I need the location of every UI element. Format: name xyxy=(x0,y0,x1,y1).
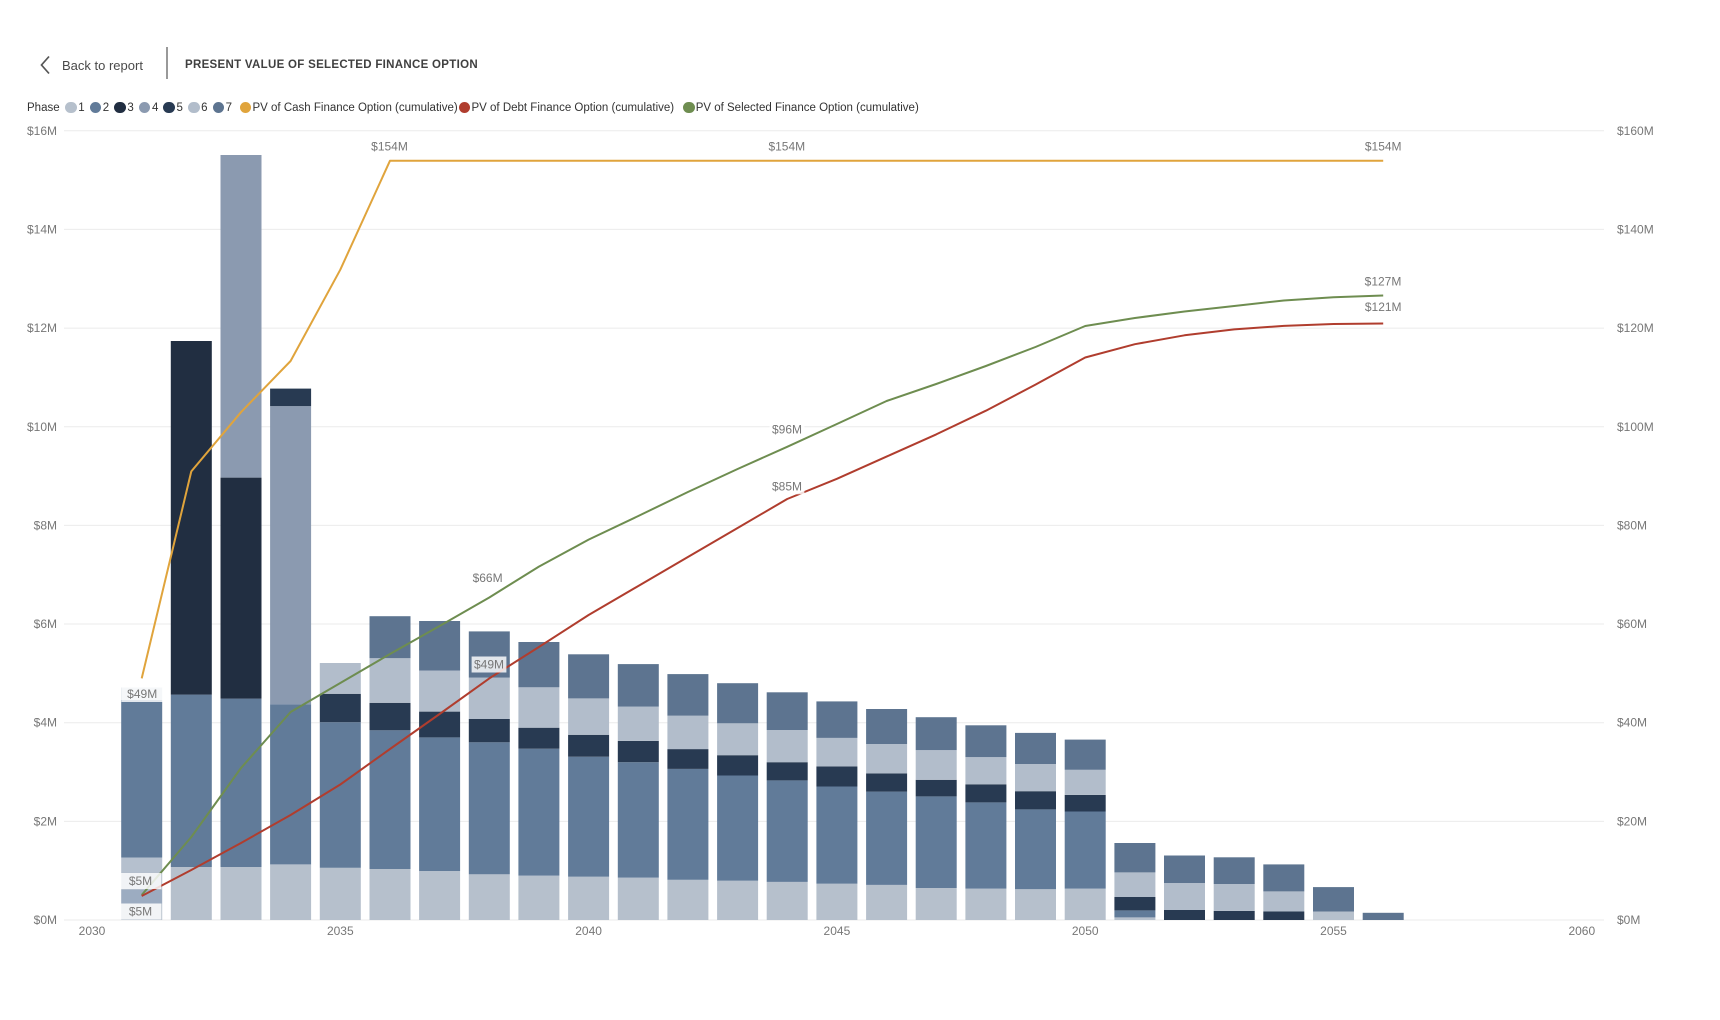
svg-text:$20M: $20M xyxy=(1617,814,1647,828)
svg-text:2030: 2030 xyxy=(79,924,106,938)
svg-text:$160M: $160M xyxy=(1617,124,1654,138)
svg-text:$14M: $14M xyxy=(27,222,57,236)
svg-text:$0M: $0M xyxy=(1617,913,1640,927)
svg-text:$154M: $154M xyxy=(371,140,408,154)
svg-text:$80M: $80M xyxy=(1617,518,1647,532)
svg-text:$154M: $154M xyxy=(1365,140,1402,154)
svg-text:2055: 2055 xyxy=(1320,924,1347,938)
svg-text:$4M: $4M xyxy=(34,716,57,730)
svg-text:2035: 2035 xyxy=(327,924,354,938)
svg-text:$8M: $8M xyxy=(34,518,57,532)
svg-text:$5M: $5M xyxy=(129,874,152,888)
svg-text:$120M: $120M xyxy=(1617,321,1654,335)
svg-text:$12M: $12M xyxy=(27,321,57,335)
svg-text:$16M: $16M xyxy=(27,124,57,138)
svg-text:$6M: $6M xyxy=(34,617,57,631)
svg-text:$154M: $154M xyxy=(768,140,805,154)
svg-text:$40M: $40M xyxy=(1617,716,1647,730)
svg-text:$96M: $96M xyxy=(772,423,802,437)
svg-text:$140M: $140M xyxy=(1617,222,1654,236)
svg-text:$0M: $0M xyxy=(34,913,57,927)
svg-text:2050: 2050 xyxy=(1072,924,1099,938)
svg-text:2060: 2060 xyxy=(1568,924,1595,938)
svg-text:2045: 2045 xyxy=(824,924,851,938)
svg-text:$10M: $10M xyxy=(27,420,57,434)
svg-text:$100M: $100M xyxy=(1617,420,1654,434)
svg-text:$66M: $66M xyxy=(473,571,503,585)
svg-text:$2M: $2M xyxy=(34,814,57,828)
svg-text:$127M: $127M xyxy=(1365,275,1402,289)
svg-text:$49M: $49M xyxy=(474,658,504,672)
svg-text:$85M: $85M xyxy=(772,479,802,493)
svg-text:$121M: $121M xyxy=(1365,300,1402,314)
svg-text:$5M: $5M xyxy=(129,905,152,919)
svg-text:2040: 2040 xyxy=(575,924,602,938)
svg-text:$49M: $49M xyxy=(127,687,157,701)
svg-text:$60M: $60M xyxy=(1617,617,1647,631)
